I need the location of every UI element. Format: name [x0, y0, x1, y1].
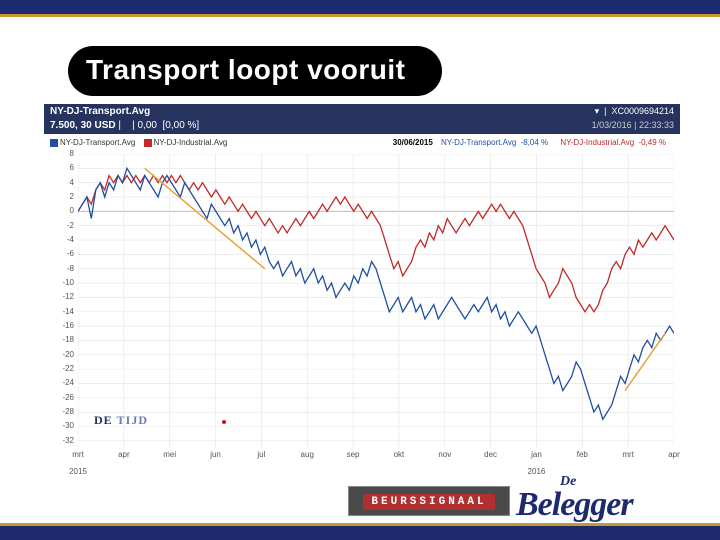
y-tick: -6: [44, 249, 74, 258]
belegger-logo: De Belegger: [516, 474, 706, 524]
plot-svg: [78, 154, 674, 448]
x-tick: aug: [301, 450, 314, 459]
y-tick: -8: [44, 264, 74, 273]
chart-price-row: 7.500, 30 USD | | 0,00 [0,00 %]: [50, 120, 199, 131]
x-tick: apr: [118, 450, 130, 459]
y-tick: 2: [44, 192, 74, 201]
x-tick: sep: [347, 450, 360, 459]
chart-instrument-name: NY-DJ-Transport.Avg: [50, 106, 150, 117]
y-tick: -26: [44, 393, 74, 402]
x-tick: jan: [531, 450, 542, 459]
x-tick: apr: [668, 450, 680, 459]
y-tick: -4: [44, 235, 74, 244]
legend-val-blue: -8,04 %: [521, 138, 549, 147]
legend-series: NY-DJ-Transport.Avg NY-DJ-Industrial.Avg: [50, 138, 227, 147]
chart-legend: NY-DJ-Transport.Avg NY-DJ-Industrial.Avg…: [50, 138, 676, 152]
slide-frame: Transport loopt vooruit NY-DJ-Transport.…: [0, 0, 720, 540]
x-tick: okt: [394, 450, 405, 459]
x-tick: mrt: [622, 450, 634, 459]
legend-swatch-red: [144, 139, 152, 147]
y-tick: 6: [44, 163, 74, 172]
chart-header: NY-DJ-Transport.Avg ▾ | XC0009694214 7.5…: [44, 104, 680, 134]
x-tick: nov: [438, 450, 451, 459]
slide-title: Transport loopt vooruit: [68, 46, 442, 96]
top-bar: [0, 0, 720, 14]
chart-code: ▾ | XC0009694214: [595, 106, 674, 117]
y-tick: 4: [44, 178, 74, 187]
detijd-tijd: TIJD: [117, 413, 148, 427]
y-tick: -20: [44, 350, 74, 359]
y-tick: -28: [44, 407, 74, 416]
y-tick: -22: [44, 364, 74, 373]
x-tick: feb: [577, 450, 588, 459]
y-tick: 8: [44, 149, 74, 158]
y-tick: -2: [44, 221, 74, 230]
x-axis-ticks: mrtaprmeijunjulaugsepoktnovdecjanfebmrta…: [78, 450, 674, 464]
y-tick: -12: [44, 292, 74, 301]
legend-date: 30/06/2015: [393, 138, 433, 147]
legend-swatch-blue: [50, 139, 58, 147]
x-tick: jul: [257, 450, 265, 459]
plot-area: [78, 154, 674, 448]
y-tick: -10: [44, 278, 74, 287]
x-tick: dec: [484, 450, 497, 459]
beurssignaal-text: BEURSSIGNAAL: [363, 494, 494, 510]
legend-label-blue: NY-DJ-Transport.Avg: [60, 138, 135, 147]
y-tick: -14: [44, 307, 74, 316]
x-tick: mei: [163, 450, 176, 459]
chart-container: NY-DJ-Transport.Avg ▾ | XC0009694214 7.5…: [44, 104, 680, 478]
detijd-dot-icon: [222, 420, 226, 424]
bottom-bar: [0, 526, 720, 540]
detijd-watermark: DE TIJD: [94, 413, 148, 428]
x-year: 2015: [69, 467, 87, 476]
chart-datetime: 1/03/2016 | 22:33:33: [592, 120, 674, 130]
y-tick: -32: [44, 436, 74, 445]
y-tick: 0: [44, 206, 74, 215]
legend-values: 30/06/2015 NY-DJ-Transport.Avg -8,04 % N…: [393, 138, 676, 147]
legend-label-red: NY-DJ-Industrial.Avg: [154, 138, 228, 147]
detijd-de: DE: [94, 413, 113, 427]
beurssignaal-logo: BEURSSIGNAAL: [348, 486, 510, 516]
y-tick: -24: [44, 378, 74, 387]
top-gold-line: [0, 14, 720, 17]
legend-val-name-red: NY-DJ-Industrial.Avg: [560, 138, 634, 147]
belegger-main: Belegger: [516, 486, 633, 524]
y-tick: -16: [44, 321, 74, 330]
legend-val-red: -0,49 %: [638, 138, 666, 147]
legend-val-name-blue: NY-DJ-Transport.Avg: [441, 138, 516, 147]
x-tick: jun: [210, 450, 221, 459]
y-tick: -18: [44, 335, 74, 344]
x-tick: mrt: [72, 450, 84, 459]
y-tick: -30: [44, 421, 74, 430]
